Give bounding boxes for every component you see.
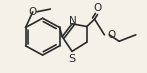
Text: O: O	[107, 30, 116, 40]
Text: N: N	[69, 16, 77, 26]
Text: O: O	[93, 3, 102, 13]
Text: S: S	[69, 54, 76, 64]
Text: O: O	[29, 7, 37, 17]
